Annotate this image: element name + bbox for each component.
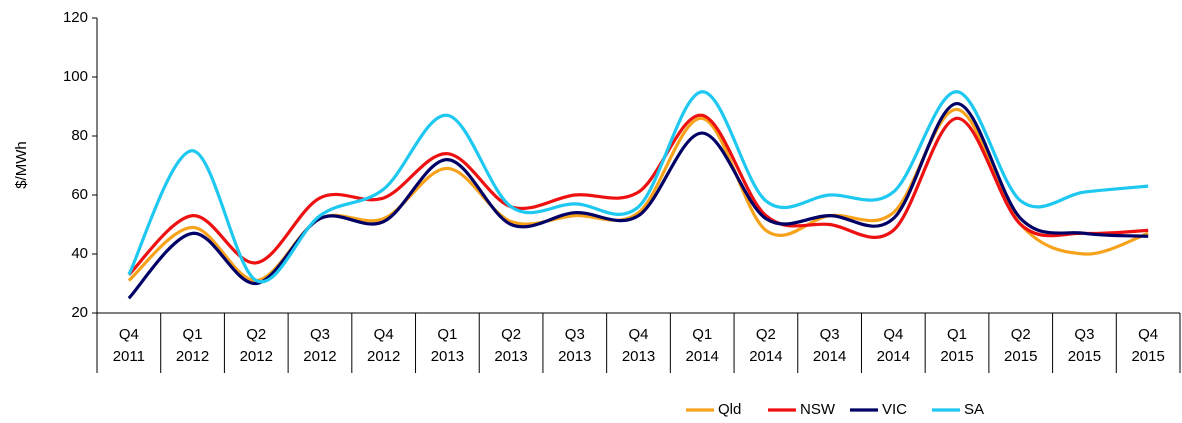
legend-label: SA [964, 401, 984, 418]
x-tick-label: Q2 2013 [494, 326, 527, 365]
y-tick-label: 120 [63, 9, 88, 26]
x-tick-label-line: Q4 [628, 326, 648, 343]
x-tick-label-line: Q2 [246, 326, 266, 343]
x-tick-label-line: 2012 [176, 348, 209, 365]
x-tick-label: Q4 2015 [1131, 326, 1164, 365]
x-tick-label-line: 2014 [813, 348, 846, 365]
x-tick-label-line: 2014 [877, 348, 910, 365]
x-tick-label: Q1 2014 [686, 326, 719, 365]
x-tick-label-line: 2015 [1004, 348, 1037, 365]
x-tick-label: Q1 2013 [431, 326, 464, 365]
series-line [127, 90, 1149, 284]
x-tick-label: Q2 2015 [1004, 326, 1037, 365]
x-tick-label-line: Q4 [374, 326, 394, 343]
x-tick-label: Q2 2012 [240, 326, 273, 365]
x-tick-label: Q4 2014 [877, 326, 910, 365]
x-tick-label-line: 2012 [303, 348, 336, 365]
x-tick-label-line: Q3 [820, 326, 840, 343]
x-tick-label-line: 2015 [940, 348, 973, 365]
x-tick-label: Q3 2013 [558, 326, 591, 365]
x-tick-label-line: 2011 [113, 348, 145, 365]
legend-label: Qld [718, 401, 741, 418]
x-tick-label: Q4 2012 [367, 326, 400, 365]
y-tick-label: 80 [71, 127, 88, 144]
x-tick-label-line: Q3 [310, 326, 330, 343]
y-tick-label: 40 [71, 245, 88, 262]
x-tick-label-line: 2013 [431, 348, 464, 365]
series-line [127, 113, 1149, 276]
x-tick-label-line: 2013 [558, 348, 591, 365]
x-tick-label-line: Q3 [1074, 326, 1094, 343]
x-tick-label-line: Q4 [119, 326, 139, 343]
x-tick-label-line: Q1 [437, 326, 457, 343]
x-tick-label-line: Q2 [501, 326, 521, 343]
x-tick-label: Q1 2015 [940, 326, 973, 365]
x-tick-label-line: 2015 [1131, 348, 1164, 365]
x-tick-label-line: 2013 [494, 348, 527, 365]
x-tick-label-line: 2015 [1068, 348, 1101, 365]
x-tick-label-line: 2014 [749, 348, 782, 365]
x-tick-label: Q1 2012 [176, 326, 209, 365]
x-tick-label: Q3 2012 [303, 326, 336, 365]
legend-label: NSW [800, 401, 836, 418]
x-tick-label: Q3 2014 [813, 326, 846, 365]
x-tick-label-line: 2013 [622, 348, 655, 365]
series-line [127, 107, 1149, 283]
y-tick-label: 60 [71, 186, 88, 203]
x-tick-label-line: Q3 [565, 326, 585, 343]
y-tick-label: 100 [63, 68, 88, 85]
x-tick-label: Q3 2015 [1068, 326, 1101, 365]
x-tick-label-line: Q2 [1011, 326, 1031, 343]
x-tick-label-line: Q1 [692, 326, 712, 343]
x-tick-label-line: Q2 [756, 326, 776, 343]
x-tick-label-line: 2014 [686, 348, 719, 365]
x-tick-label-line: Q4 [1138, 326, 1158, 343]
x-tick-label-line: 2012 [240, 348, 273, 365]
x-tick-label-line: Q1 [947, 326, 967, 343]
y-axis-label: $/MWh [13, 141, 30, 189]
x-tick-label: Q4 2011 [113, 326, 145, 365]
legend-label: VIC [882, 401, 907, 418]
x-tick-label-line: 2012 [367, 348, 400, 365]
x-tick-label: Q4 2013 [622, 326, 655, 365]
y-tick-label: 20 [71, 304, 88, 321]
x-tick-label-line: Q4 [883, 326, 903, 343]
x-tick-label-line: Q1 [183, 326, 203, 343]
x-tick-label: Q2 2014 [749, 326, 782, 365]
